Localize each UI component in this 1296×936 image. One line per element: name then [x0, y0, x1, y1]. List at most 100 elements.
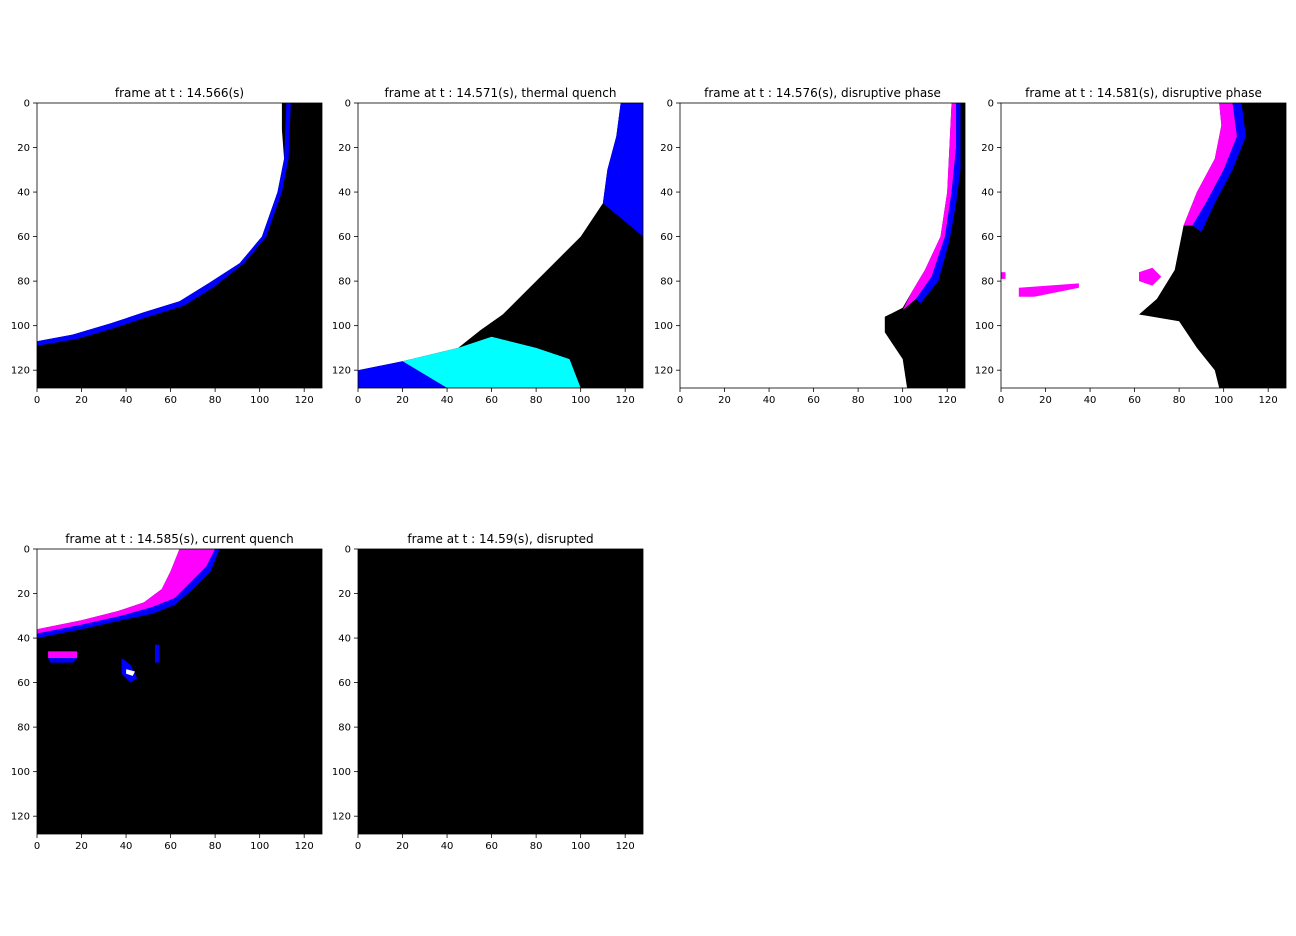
x-tick-label: 40 — [441, 395, 454, 406]
region-3 — [37, 549, 220, 639]
image-regions — [1001, 103, 1246, 388]
y-tick-label: 80 — [17, 277, 30, 288]
region-2 — [602, 103, 643, 237]
x-tick-label: 120 — [938, 395, 957, 406]
axes-frame — [1000, 102, 1287, 389]
y-tick-label: 60 — [17, 678, 30, 689]
image-regions — [358, 103, 643, 388]
x-tick-label: 60 — [485, 841, 498, 852]
y-tick-label: 40 — [981, 188, 994, 199]
y-tick-label: 60 — [660, 232, 673, 243]
y-tick-label: 60 — [338, 232, 351, 243]
x-tick-label: 20 — [718, 395, 731, 406]
x-tick-label: 80 — [852, 395, 865, 406]
region-1 — [1001, 103, 1222, 388]
y-tick-label: 80 — [338, 277, 351, 288]
y-tick-label: 120 — [11, 366, 30, 377]
x-tick-label: 40 — [120, 841, 133, 852]
panel-title: frame at t : 14.571(s), thermal quench — [385, 86, 617, 100]
y-tick-label: 0 — [345, 545, 351, 556]
y-tick-label: 40 — [660, 188, 673, 199]
y-tick-label: 0 — [988, 99, 994, 110]
y-tick-label: 0 — [345, 99, 351, 110]
y-tick-label: 40 — [17, 634, 30, 645]
region-7 — [126, 669, 135, 676]
y-tick-label: 100 — [11, 321, 30, 332]
region-5 — [1001, 272, 1006, 279]
x-tick-label: 60 — [807, 395, 820, 406]
region-2 — [1183, 103, 1237, 226]
x-tick-label: 120 — [616, 841, 635, 852]
x-tick-label: 0 — [998, 395, 1004, 406]
x-tick-label: 100 — [571, 395, 590, 406]
region-6 — [1139, 267, 1162, 286]
image-regions — [37, 549, 220, 683]
x-tick-label: 100 — [571, 841, 590, 852]
panel-2: frame at t : 14.571(s), thermal quench 0 2… — [332, 86, 644, 406]
region-4 — [48, 651, 78, 659]
panel-title: frame at t : 14.585(s), current quench — [65, 532, 293, 546]
y-tick-label: 0 — [24, 545, 30, 556]
y-tick-label: 0 — [24, 99, 30, 110]
x-tick-label: 80 — [530, 841, 543, 852]
y-tick-label: 40 — [338, 634, 351, 645]
region-2 — [37, 549, 216, 634]
panel-5: frame at t : 14.585(s), current quench 0 2… — [11, 532, 323, 852]
axes-frame — [36, 102, 323, 389]
x-tick-label: 60 — [164, 841, 177, 852]
region-1 — [680, 103, 952, 388]
y-tick-label: 120 — [332, 366, 351, 377]
panel-4: frame at t : 14.581(s), disruptive phase… — [975, 86, 1287, 406]
image-background — [358, 549, 643, 834]
y-tick-label: 120 — [332, 812, 351, 823]
y-tick-label: 20 — [981, 143, 994, 154]
y-tick-label: 100 — [332, 767, 351, 778]
x-tick-label: 100 — [893, 395, 912, 406]
x-tick-label: 100 — [250, 841, 269, 852]
y-tick-label: 100 — [332, 321, 351, 332]
y-tick-label: 120 — [11, 812, 30, 823]
x-tick-label: 100 — [1214, 395, 1233, 406]
x-tick-label: 0 — [34, 841, 40, 852]
x-tick-label: 120 — [295, 395, 314, 406]
y-tick-label: 80 — [17, 723, 30, 734]
y-tick-label: 80 — [338, 723, 351, 734]
x-tick-label: 0 — [355, 395, 361, 406]
x-tick-label: 120 — [1259, 395, 1278, 406]
y-tick-label: 60 — [338, 678, 351, 689]
region-3 — [402, 336, 581, 388]
x-tick-label: 0 — [677, 395, 683, 406]
panel-title: frame at t : 14.581(s), disruptive phase — [1025, 86, 1262, 100]
y-tick-label: 80 — [660, 277, 673, 288]
region-2 — [902, 103, 957, 311]
y-tick-label: 100 — [11, 767, 30, 778]
x-tick-label: 40 — [1084, 395, 1097, 406]
x-tick-label: 60 — [1128, 395, 1141, 406]
x-tick-label: 60 — [485, 395, 498, 406]
region-5 — [48, 658, 78, 663]
y-tick-label: 120 — [654, 366, 673, 377]
x-tick-label: 120 — [295, 841, 314, 852]
region-4 — [1018, 283, 1079, 297]
axes-frame — [679, 102, 966, 389]
panel-title: frame at t : 14.59(s), disrupted — [407, 532, 593, 546]
x-tick-label: 80 — [209, 841, 222, 852]
y-tick-label: 20 — [338, 589, 351, 600]
region-1 — [37, 549, 180, 630]
y-tick-label: 100 — [654, 321, 673, 332]
image-regions — [37, 103, 291, 346]
y-tick-label: 20 — [17, 589, 30, 600]
y-tick-label: 60 — [17, 232, 30, 243]
x-tick-label: 80 — [209, 395, 222, 406]
x-tick-label: 80 — [530, 395, 543, 406]
x-tick-label: 100 — [250, 395, 269, 406]
y-tick-label: 120 — [975, 366, 994, 377]
x-tick-label: 0 — [355, 841, 361, 852]
x-tick-label: 20 — [396, 395, 409, 406]
axes-frame — [36, 548, 323, 835]
region-2 — [37, 103, 285, 342]
axes-frame — [357, 548, 644, 835]
y-tick-label: 40 — [338, 188, 351, 199]
